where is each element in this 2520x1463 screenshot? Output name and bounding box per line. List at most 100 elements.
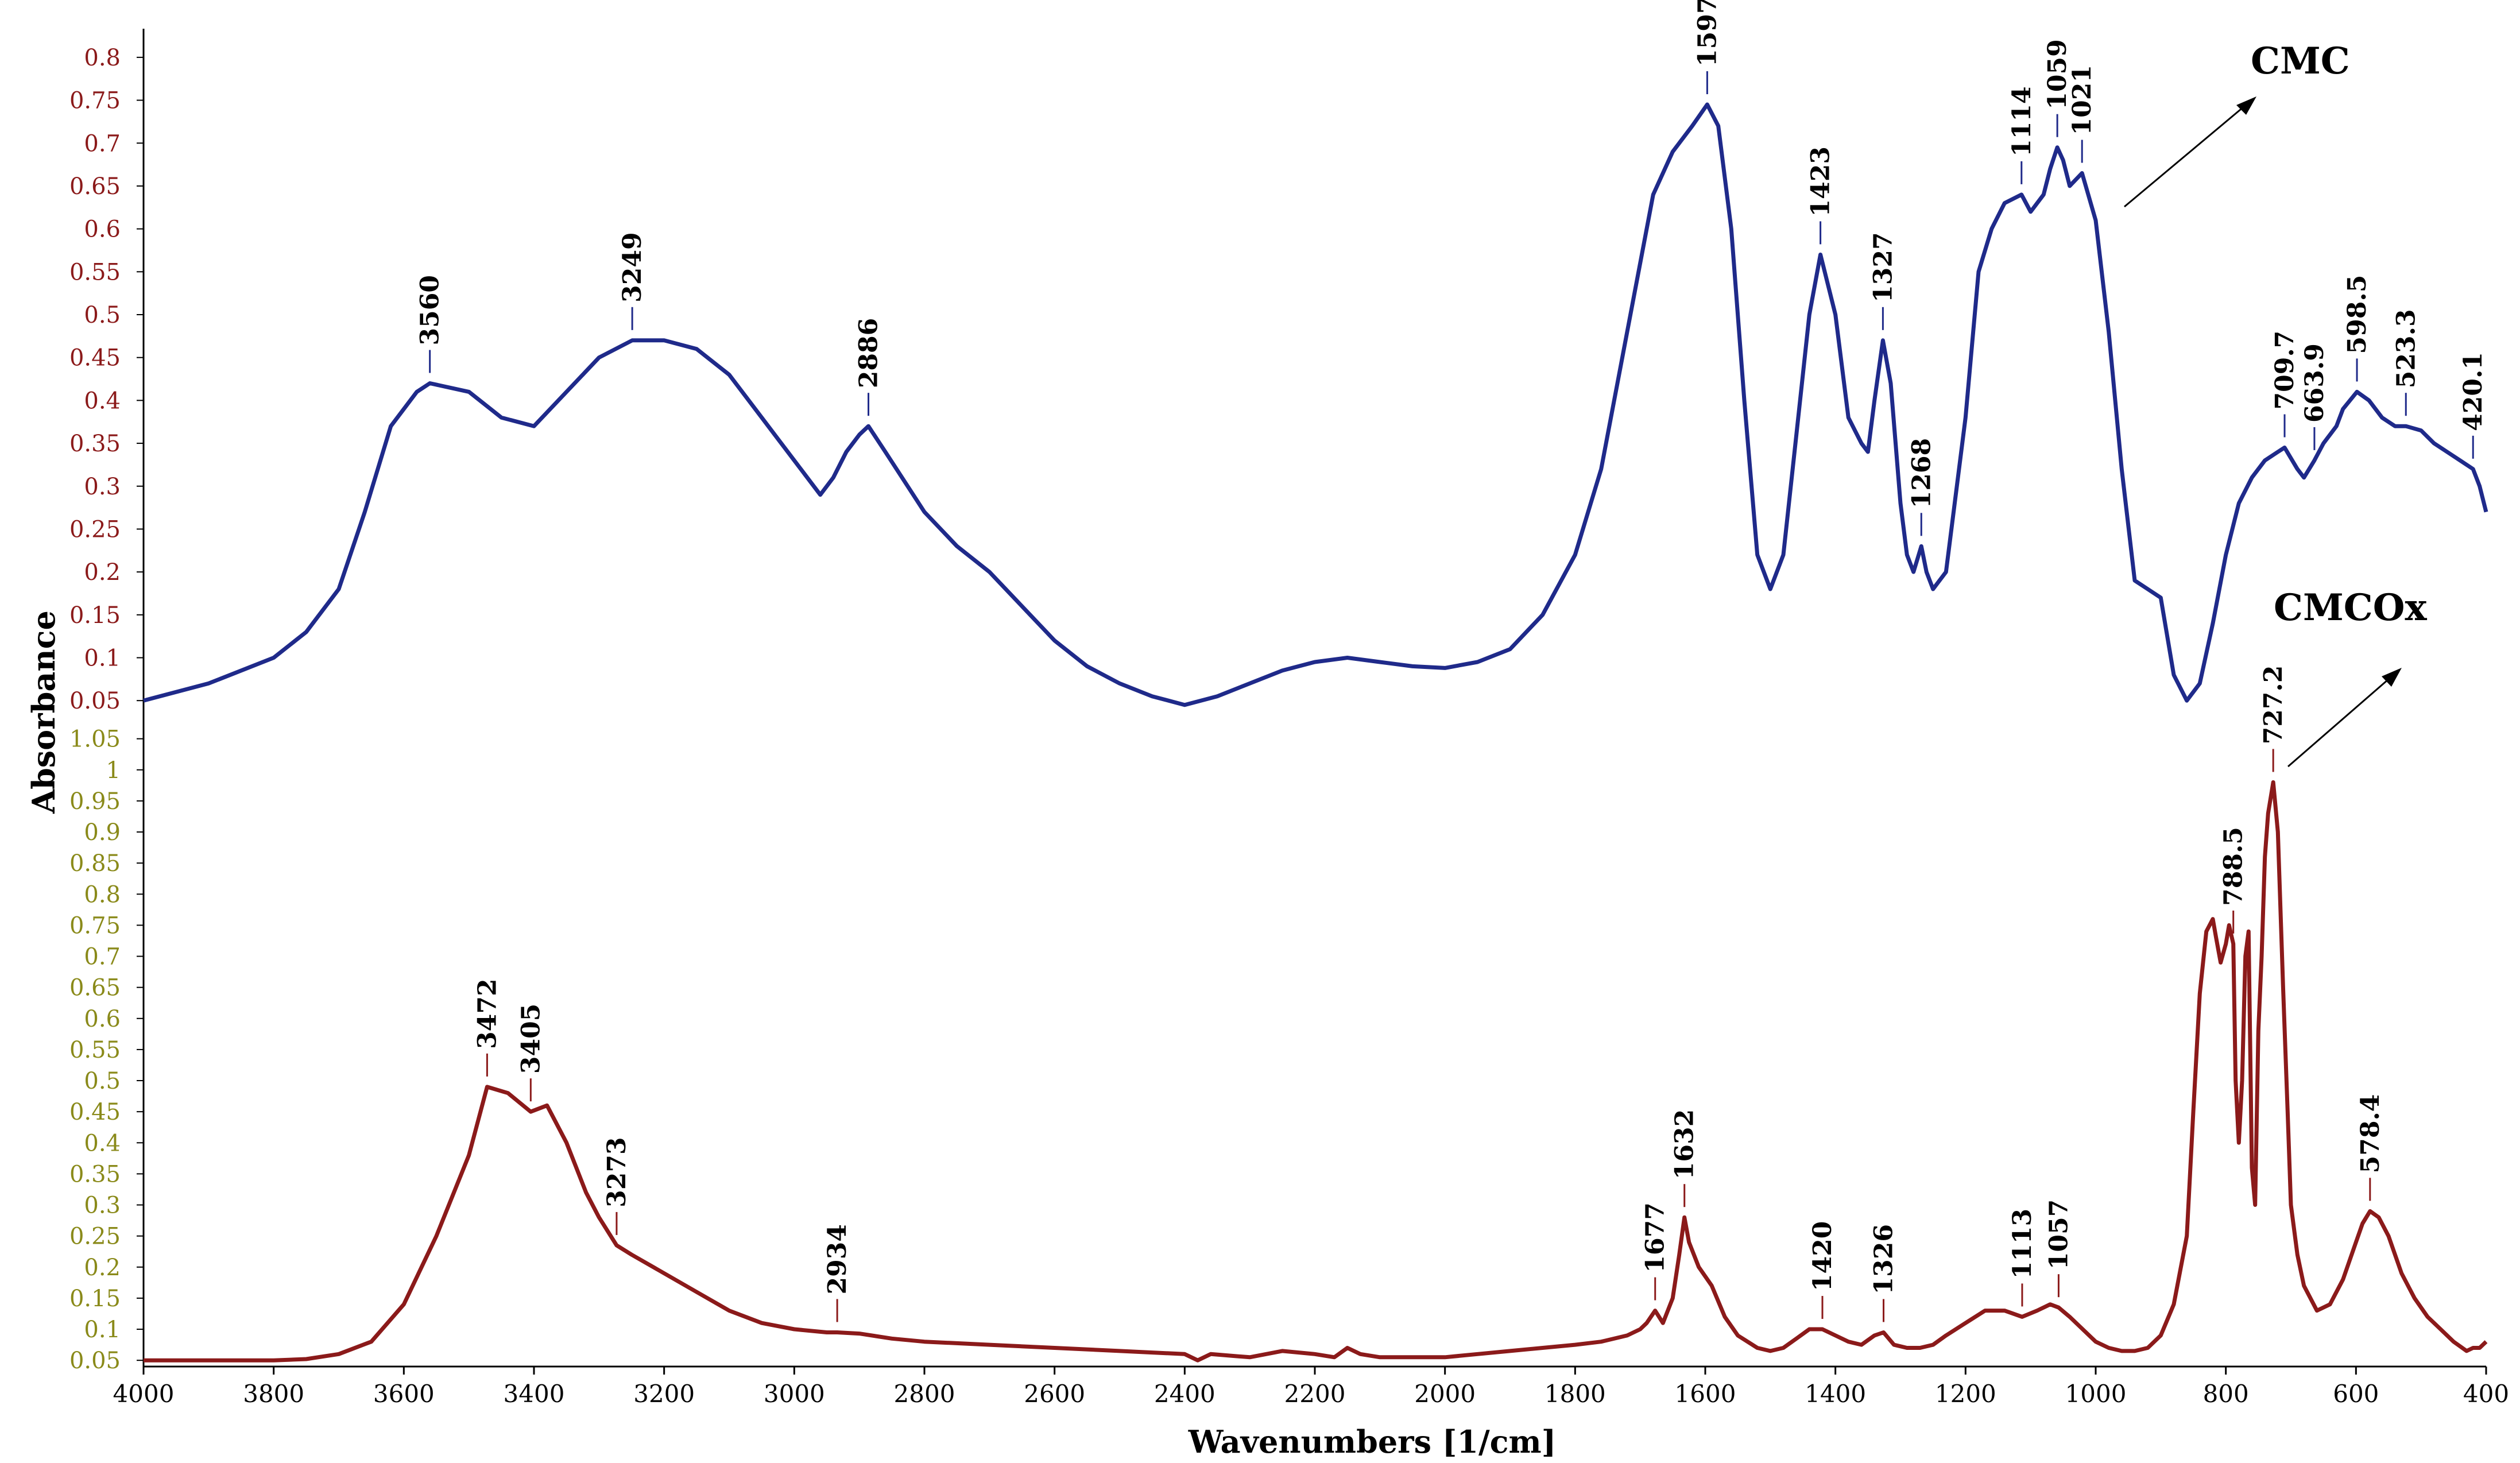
- ticks-group: 4000 3800 3600 3400 3200 3000 2800 2600 2400 2200…: [69, 45, 2509, 1408]
- y-tick-label: 0.85: [69, 850, 121, 877]
- x-tick-label: 3600: [373, 1380, 435, 1408]
- peak-label: 1327: [1868, 232, 1898, 302]
- x-tick-label: 4000: [113, 1380, 175, 1408]
- peak-label: 3472: [473, 978, 502, 1048]
- x-tick-label: 1200: [1935, 1380, 1996, 1408]
- peak-label: 1021: [2068, 65, 2097, 135]
- peak-label: 3560: [416, 275, 445, 345]
- y-tick-label: 0.3: [84, 1193, 121, 1219]
- y-tick-label: 0.6: [84, 216, 121, 243]
- x-tick-label: 2000: [1414, 1380, 1476, 1408]
- series-line-cmcox: [144, 780, 2488, 1363]
- axes-group: [142, 29, 2486, 1368]
- y-tick-label: 0.2: [84, 1255, 121, 1281]
- x-tick-label: 2600: [1024, 1380, 1085, 1408]
- y-tick-label: 0.75: [69, 88, 121, 114]
- x-tick-label: 2200: [1284, 1380, 1346, 1408]
- peak-label: 1677: [1641, 1202, 1670, 1272]
- x-tick-label: 3800: [243, 1380, 304, 1408]
- x-tick-label: 800: [2203, 1380, 2249, 1408]
- peak-label: 788.5: [2219, 827, 2248, 906]
- y-tick-label: 0.25: [69, 516, 121, 543]
- x-tick-label: 2400: [1154, 1380, 1216, 1408]
- x-tick-label: 1600: [1675, 1380, 1736, 1408]
- peak-label: 1326: [1869, 1224, 1899, 1294]
- peak-label: 1597: [1693, 0, 1722, 67]
- y-tick-label: 0.8: [84, 45, 121, 71]
- y-tick-label: 0.7: [84, 130, 121, 157]
- series-title-cmcox: CMCOx: [2274, 586, 2427, 629]
- peak-label: 709.7: [2270, 331, 2300, 410]
- y-tick-label: 0.05: [69, 1348, 121, 1374]
- peak-label: 727.2: [2259, 665, 2288, 745]
- y-tick-label: 0.9: [84, 819, 121, 846]
- peak-label: 1632: [1670, 1109, 1700, 1179]
- series-line-cmc: [143, 102, 2488, 707]
- x-tick-label: 1400: [1805, 1380, 1866, 1408]
- y-tick-label: 0.6: [84, 1006, 121, 1032]
- cmcox-arrow-head-icon: [2382, 668, 2402, 687]
- y-tick-label: 0.3: [84, 474, 121, 500]
- y-tick-label: 0.05: [69, 688, 121, 714]
- y-tick-label: 0.25: [69, 1224, 121, 1250]
- peak-label: 523.3: [2391, 309, 2421, 388]
- y-tick-label: 0.15: [69, 602, 121, 629]
- x-tick-label: 3000: [764, 1380, 825, 1408]
- cmc-arrow-head-icon: [2236, 96, 2256, 115]
- y-tick-label: 0.4: [84, 1130, 121, 1156]
- cmcox-arrow-line: [2287, 674, 2394, 768]
- peak-label: 1114: [2007, 86, 2037, 156]
- y-tick-label: 0.65: [69, 975, 121, 1001]
- x-tick-label: 1000: [2065, 1380, 2127, 1408]
- y-tick-label: 0.1: [84, 1317, 121, 1343]
- peak-labels-group: 3560 3249 2886 1597 1423 1327 1268 111410591021…: [416, 0, 2488, 1322]
- peak-label: 598.5: [2343, 275, 2372, 354]
- cmc-arrow-line: [2124, 102, 2248, 208]
- peak-label: 2886: [854, 318, 884, 388]
- y-tick-label: 0.75: [69, 912, 121, 939]
- y-tick-label: 0.45: [69, 345, 121, 371]
- peak-label: 2934: [823, 1224, 852, 1294]
- x-tick-label: 1800: [1544, 1380, 1606, 1408]
- series-group: [143, 102, 2488, 1363]
- y-tick-label: 0.95: [69, 788, 121, 815]
- titles-group: Wavenumbers [1/cm] Absorbance CMC CMCOx: [25, 40, 2427, 1460]
- peak-label: 420.1: [2459, 352, 2488, 431]
- y-tick-label: 0.55: [69, 1037, 121, 1063]
- peak-label: 1268: [1907, 438, 1936, 508]
- y-tick-label: 0.15: [69, 1286, 121, 1312]
- y-tick-label: 1.05: [69, 726, 121, 753]
- y-tick-label: 0.35: [69, 1161, 121, 1187]
- peak-label: 1113: [2008, 1209, 2037, 1279]
- y-tick-label: 0.8: [84, 881, 121, 908]
- peak-label: 1420: [1808, 1221, 1837, 1291]
- y-tick-label: 0.65: [69, 173, 121, 200]
- y-tick-label: 0.55: [69, 259, 121, 285]
- y-tick-label: 0.1: [84, 645, 121, 672]
- x-axis-title: Wavenumbers [1/cm]: [1188, 1423, 1557, 1460]
- peak-label: 3405: [516, 1004, 545, 1074]
- y-tick-label: 0.4: [84, 388, 121, 414]
- peak-label: 3273: [602, 1137, 632, 1207]
- peak-label: 1423: [1806, 146, 1836, 216]
- x-tick-label: 400: [2463, 1380, 2509, 1408]
- y-tick-label: 0.2: [84, 559, 121, 586]
- x-tick-label: 600: [2333, 1380, 2379, 1408]
- y-tick-label: 0.45: [69, 1099, 121, 1125]
- peak-label: 3249: [618, 232, 647, 302]
- y-tick-label: 0.5: [84, 1068, 121, 1094]
- y-tick-label: 0.35: [69, 431, 121, 457]
- peak-label: 1059: [2043, 39, 2072, 109]
- x-tick-label: 2800: [894, 1380, 955, 1408]
- y-tick-label: 0.7: [84, 944, 121, 970]
- y-tick-label: 0.5: [84, 302, 121, 328]
- x-tick-label: 3400: [504, 1380, 565, 1408]
- peak-label: 1057: [2044, 1199, 2073, 1270]
- peak-label: 663.9: [2300, 343, 2329, 423]
- peak-label: 578.4: [2356, 1094, 2385, 1174]
- y-axis-title: Absorbance: [25, 610, 62, 814]
- y-tick-label: 1: [106, 757, 121, 784]
- x-tick-label: 3200: [633, 1380, 695, 1408]
